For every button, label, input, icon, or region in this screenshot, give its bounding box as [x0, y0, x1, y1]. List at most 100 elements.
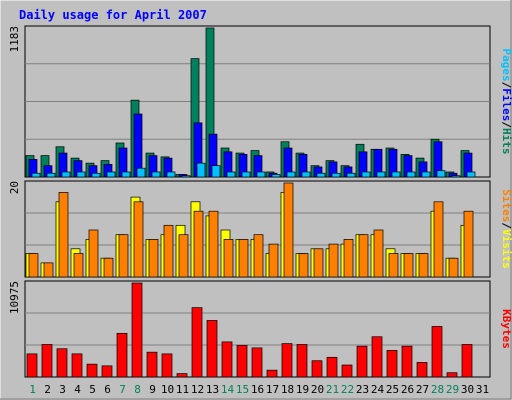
panel-max-label: 10975 [8, 281, 21, 314]
legend-files: Files [500, 88, 512, 121]
bar-sites-day-26 [403, 253, 414, 278]
panel-bottom: 10975 KBytes [8, 280, 512, 378]
legend-visits: Visits [500, 229, 512, 269]
bar-pages-day-22 [346, 172, 356, 178]
panel-max-label: 1183 [8, 26, 21, 53]
legend-separator: / [500, 82, 512, 89]
x-tick-label-14: 14 [221, 383, 235, 396]
legend-kbytes: KBytes [500, 309, 512, 349]
bar-kbytes-day-22 [341, 364, 353, 378]
bar-pages-day-25 [391, 171, 401, 178]
bar-kbytes-day-12 [191, 307, 203, 378]
bar-sites-day-24 [373, 229, 384, 278]
legend-separator: / [500, 121, 512, 128]
bar-sites-day-1 [28, 253, 39, 278]
x-tick-label-25: 25 [386, 383, 399, 396]
bar-kbytes-day-3 [56, 348, 68, 378]
x-tick-label-19: 19 [296, 383, 309, 396]
x-tick-label-13: 13 [206, 383, 219, 396]
bar-sites-day-28 [433, 201, 444, 278]
bar-sites-day-16 [253, 234, 264, 278]
bar-kbytes-day-30 [461, 344, 473, 378]
bar-sites-day-21 [328, 243, 339, 278]
bar-kbytes-day-4 [71, 353, 83, 378]
bar-kbytes-day-19 [296, 344, 308, 378]
x-tick-label-23: 23 [356, 383, 369, 396]
legend-sites: Sites [500, 189, 512, 222]
x-tick-label-28: 28 [431, 383, 444, 396]
bar-sites-day-3 [58, 192, 69, 278]
bar-pages-day-7 [121, 171, 131, 178]
bar-kbytes-day-11 [176, 373, 188, 378]
bar-kbytes-day-10 [161, 353, 173, 378]
x-tick-label-12: 12 [191, 383, 204, 396]
bar-kbytes-day-27 [416, 362, 428, 378]
bar-kbytes-day-13 [206, 320, 218, 378]
legend-separator: / [500, 222, 512, 229]
panel-middle: 20 Sites/Visits [8, 180, 512, 278]
x-tick-label-11: 11 [176, 383, 189, 396]
bar-sites-day-22 [343, 239, 354, 278]
bar-kbytes-day-2 [41, 344, 53, 378]
bar-pages-day-10 [166, 171, 176, 178]
bar-pages-day-27 [421, 171, 431, 178]
bar-sites-day-5 [88, 229, 99, 278]
bar-sites-day-27 [418, 253, 429, 278]
bar-pages-day-4 [76, 171, 86, 178]
bar-sites-day-20 [313, 248, 324, 278]
bar-sites-day-10 [163, 224, 174, 278]
bar-pages-day-6 [106, 171, 116, 178]
x-tick-label-15: 15 [236, 383, 249, 396]
bar-kbytes-day-16 [251, 347, 263, 378]
bar-pages-day-1 [31, 172, 41, 178]
legend-hits: Hits [500, 128, 512, 155]
bar-pages-day-5 [91, 172, 101, 178]
bar-kbytes-day-21 [326, 356, 338, 378]
x-tick-label-21: 21 [326, 383, 339, 396]
bar-pages-day-24 [376, 171, 386, 178]
x-tick-label-29: 29 [446, 383, 459, 396]
bar-pages-day-15 [241, 171, 251, 178]
bar-kbytes-day-18 [281, 343, 293, 378]
x-tick-label-6: 6 [104, 383, 111, 396]
bar-pages-day-23 [361, 171, 371, 178]
bar-kbytes-day-26 [401, 345, 413, 378]
bar-kbytes-day-5 [86, 363, 98, 378]
bar-sites-day-2 [43, 262, 54, 278]
bar-pages-day-12 [196, 162, 206, 178]
bar-sites-day-23 [358, 234, 369, 278]
bar-sites-day-19 [298, 253, 309, 278]
x-tick-label-2: 2 [44, 383, 51, 396]
panel-series-label: Sites/Visits [500, 189, 512, 269]
bar-kbytes-day-23 [356, 345, 368, 378]
bar-pages-day-21 [331, 172, 341, 178]
x-tick-label-3: 3 [59, 383, 66, 396]
bar-sites-day-15 [238, 239, 249, 278]
chart-title: Daily usage for April 2007 [19, 8, 207, 22]
bar-kbytes-day-20 [311, 360, 323, 378]
panel-series-label: Pages/Files/Hits [500, 49, 512, 155]
bar-pages-day-26 [406, 171, 416, 178]
x-tick-label-9: 9 [149, 383, 156, 396]
bar-kbytes-day-6 [101, 365, 113, 378]
bar-sites-day-12 [193, 210, 204, 278]
bar-sites-day-29 [448, 257, 459, 278]
bar-kbytes-day-29 [446, 372, 458, 378]
bar-sites-day-17 [268, 243, 279, 278]
x-tick-label-1: 1 [29, 383, 36, 396]
bar-pages-day-30 [466, 171, 476, 178]
bar-pages-day-14 [226, 171, 236, 178]
bar-kbytes-day-8 [131, 282, 143, 378]
bar-sites-day-9 [148, 239, 159, 278]
bar-kbytes-day-17 [266, 369, 278, 378]
bar-sites-day-18 [283, 182, 294, 278]
panel-top: 1183 Pages/Files/Hits [8, 25, 512, 178]
x-tick-label-20: 20 [311, 383, 324, 396]
bar-pages-day-3 [61, 171, 71, 178]
bar-pages-day-9 [151, 171, 161, 178]
bar-kbytes-day-9 [146, 351, 158, 378]
bar-kbytes-day-15 [236, 344, 248, 378]
bar-sites-day-30 [463, 210, 474, 278]
bar-sites-day-13 [208, 210, 219, 278]
bar-sites-day-8 [133, 201, 144, 278]
